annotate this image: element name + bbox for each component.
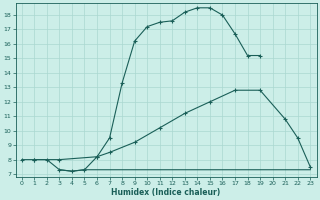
X-axis label: Humidex (Indice chaleur): Humidex (Indice chaleur) [111, 188, 221, 197]
